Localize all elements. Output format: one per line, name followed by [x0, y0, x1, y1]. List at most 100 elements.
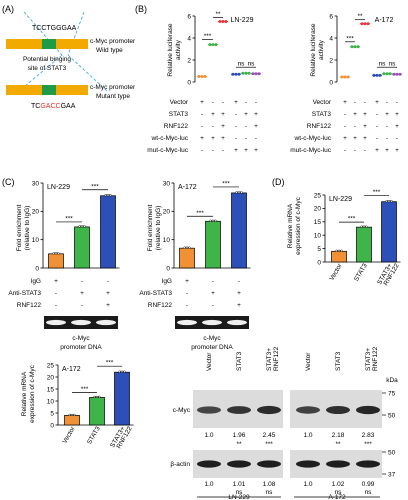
condition-sign: -: [186, 290, 188, 297]
panel-label-b: (B): [135, 4, 147, 14]
wt-label-1: c-Myc promoter: [90, 38, 136, 45]
marker-label: 37: [388, 471, 396, 478]
condition-sign: -: [245, 99, 247, 106]
condition-sign: +: [237, 302, 241, 309]
condition-sign: +: [80, 290, 84, 297]
bar-y-tick-label: 0: [35, 265, 39, 272]
blot-quant-value: 1.01: [233, 481, 246, 488]
bar-y-tick-label: 10: [314, 233, 322, 240]
condition-sign: -: [364, 99, 366, 106]
data-point: [360, 225, 363, 228]
bar-y-tick-label: 5: [50, 410, 54, 417]
condition-label: wt-c-Myc-luc: [151, 135, 189, 142]
bar: [89, 397, 105, 426]
condition-sign: +: [185, 278, 189, 285]
condition-sign: +: [353, 111, 357, 118]
condition-sign: -: [55, 302, 57, 309]
condition-label: mut-c-Myc-luc: [290, 147, 332, 154]
b-ylabel: Relative luciferase: [310, 23, 317, 76]
data-point: [54, 252, 58, 255]
condition-sign: -: [235, 111, 237, 118]
bar: [356, 226, 372, 263]
condition-sign: -: [222, 99, 224, 106]
data-point: [78, 225, 81, 228]
western-blot: Vector STAT3 STAT3+ RNF122 Vector STAT3 STAT3+…: [170, 346, 398, 500]
x-tick-label: STAT3: [86, 425, 102, 446]
bar-y-tick-label: 20: [314, 206, 322, 213]
blot-lane-label: Vector: [206, 352, 213, 371]
data-point: [98, 395, 101, 398]
bar-sig-label: ***: [106, 360, 114, 367]
data-point: [234, 72, 238, 76]
blot-band: [296, 406, 320, 414]
condition-sign: -: [212, 99, 214, 106]
b-y-tick-label: 0: [329, 79, 333, 86]
condition-sign: +: [221, 135, 225, 142]
bar-sig-label: ***: [196, 210, 204, 217]
data-point: [214, 43, 218, 47]
condition-sign: +: [211, 111, 215, 118]
bar-y-tick-label: 20: [163, 209, 171, 216]
condition-sign: -: [344, 111, 346, 118]
b-y-tick-label: 4: [187, 35, 191, 42]
condition-sign: +: [385, 147, 389, 154]
condition-sign: -: [364, 147, 366, 154]
bar-y-tick-label: 15: [314, 219, 322, 226]
c-ylabel: Fold enrichment: [16, 205, 23, 252]
condition-sign: +: [244, 111, 248, 118]
condition-sign: +: [234, 147, 238, 154]
data-point: [375, 73, 379, 77]
bar-y-tick-label: 30: [163, 180, 171, 187]
data-point: [244, 71, 248, 75]
blot-lane-label: Vector: [305, 352, 312, 371]
dna-label: promoter DNA: [60, 344, 102, 351]
mut-binding-site: [42, 85, 56, 95]
condition-sign: -: [245, 123, 247, 130]
data-point: [247, 71, 251, 75]
condition-sign: +: [395, 111, 399, 118]
condition-sign: -: [186, 302, 188, 309]
blot-band: [356, 460, 380, 468]
data-point: [241, 71, 245, 75]
condition-sign: +: [363, 111, 367, 118]
data-point: [203, 75, 207, 78]
condition-label: Vector: [313, 99, 332, 106]
bar-y-tick-label: 10: [163, 237, 171, 244]
dna-gel-band: [96, 319, 116, 326]
data-point: [185, 246, 189, 249]
chart-title: A-172: [178, 184, 197, 191]
chart-title: LN-229: [47, 184, 70, 191]
condition-sign: +: [211, 135, 215, 142]
blot-sig-label: **: [236, 441, 242, 448]
blot-quant-value: 2.45: [263, 432, 276, 439]
data-point: [221, 20, 225, 23]
condition-sign: -: [212, 278, 214, 285]
condition-label: RNF122: [164, 123, 189, 130]
bar: [64, 415, 80, 426]
data-point: [106, 194, 110, 197]
data-point: [398, 72, 402, 76]
data-point: [390, 200, 393, 203]
data-point: [70, 413, 74, 416]
data-point: [340, 249, 343, 252]
data-point: [200, 75, 204, 78]
data-point: [387, 200, 391, 203]
data-point: [188, 246, 191, 249]
condition-sign: -: [212, 302, 214, 309]
data-point: [73, 413, 76, 416]
c-ylabel: (relative to IgG): [155, 206, 162, 251]
blot-band: [257, 460, 281, 468]
bar-y-tick-label: 20: [32, 209, 40, 216]
dna-gel-band: [71, 319, 91, 326]
kda-label: kDa: [386, 377, 398, 384]
blot-lane-label: STAT3+: [266, 348, 273, 371]
condition-label: Vector: [170, 99, 189, 106]
chart-title: A-172: [62, 366, 81, 373]
data-point: [83, 225, 86, 228]
blot-lane-label: RNF122: [273, 346, 280, 371]
condition-label: RNF122: [307, 123, 332, 130]
blot-sig-label: **: [335, 441, 341, 448]
blot-quant-value: 2.18: [332, 432, 345, 439]
